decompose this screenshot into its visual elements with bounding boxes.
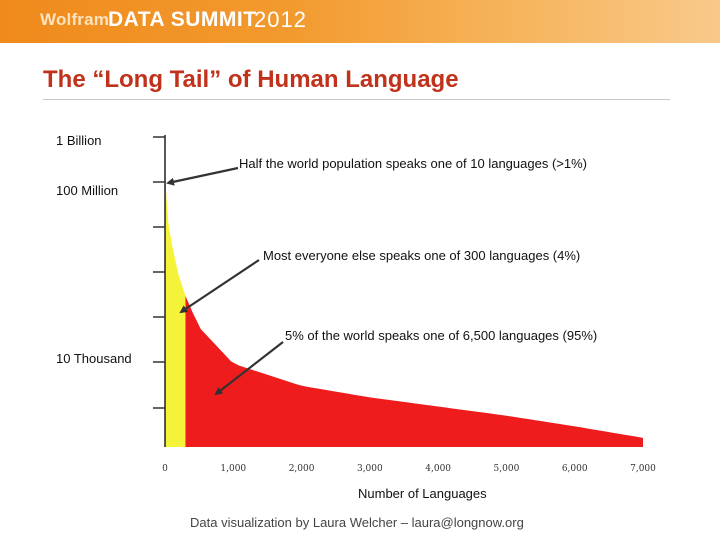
annotation-top-10: Half the world population speaks one of … (239, 156, 587, 171)
header-banner: Wolfram DATA SUMMIT 2012 (0, 0, 720, 43)
brand-logo-text: Wolfram (40, 10, 110, 29)
x-tick-label: 6,000 (562, 464, 588, 474)
x-tick-label: 5,000 (494, 464, 520, 474)
title-divider (43, 99, 670, 100)
area-segment-red (185, 296, 643, 447)
event-name: DATA SUMMIT (108, 8, 257, 31)
y-tick-label: 10 Thousand (56, 351, 132, 366)
x-tick-label: 0 (162, 464, 168, 474)
y-tick-label: 100 Million (56, 183, 119, 198)
x-tick-label: 4,000 (425, 464, 451, 474)
event-year: 2012 (254, 7, 307, 32)
annotation-rest: 5% of the world speaks one of 6,500 lang… (285, 328, 598, 343)
x-tick-label: 2,000 (289, 464, 315, 474)
x-tick-label: 7,000 (630, 464, 656, 474)
x-axis-label: Number of Languages (358, 486, 487, 501)
x-tick-label: 1,000 (220, 464, 246, 474)
annotation-arrow (214, 341, 284, 396)
annotation-arrow (166, 166, 239, 186)
credit-line: Data visualization by Laura Welcher – la… (190, 515, 524, 530)
slide-title: The “Long Tail” of Human Language (43, 66, 459, 93)
x-tick-label: 3,000 (357, 464, 383, 474)
annotation-top-300: Most everyone else speaks one of 300 lan… (263, 248, 581, 263)
y-tick-label: 1 Billion (56, 133, 102, 148)
annotation-arrow (179, 259, 260, 314)
area-segment-yellow (165, 187, 186, 447)
